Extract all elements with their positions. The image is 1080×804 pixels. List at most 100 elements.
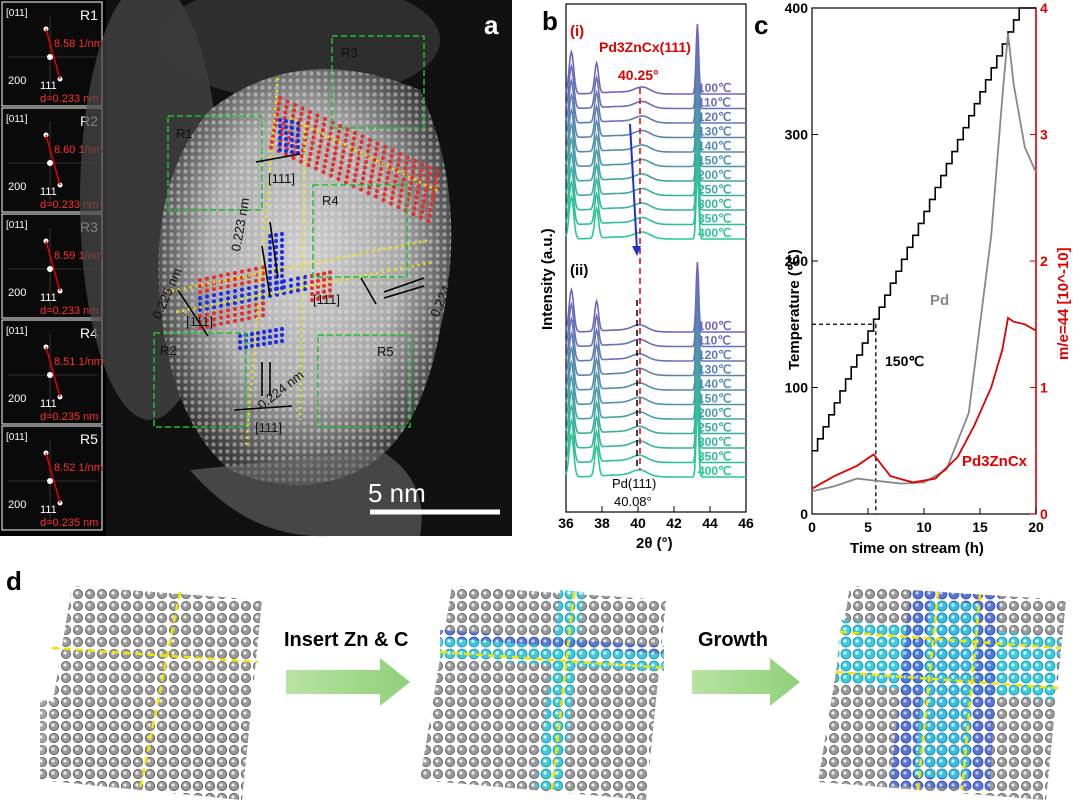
atom-dot bbox=[279, 261, 285, 267]
temp-label: 150℃ bbox=[698, 154, 732, 168]
panel-label-c: c bbox=[754, 10, 768, 40]
atom-dot bbox=[225, 302, 231, 307]
atom-dot bbox=[413, 200, 418, 206]
x-axis-label: 2θ (°) bbox=[636, 535, 673, 552]
atom-dot bbox=[321, 122, 327, 127]
atom-dot bbox=[239, 293, 245, 298]
atom-dot bbox=[337, 123, 343, 129]
atom-dot bbox=[395, 162, 401, 168]
temp-label: 100℃ bbox=[698, 319, 732, 333]
atom-dot bbox=[211, 293, 217, 298]
atom-dot bbox=[280, 126, 285, 132]
atom-dot bbox=[204, 288, 210, 293]
region-boxes bbox=[153, 35, 425, 428]
x-tick-label: 10 bbox=[916, 519, 932, 535]
atom-dot bbox=[211, 305, 217, 310]
atom-dot bbox=[372, 157, 377, 163]
xrd-curve bbox=[565, 125, 746, 197]
atom-dot bbox=[428, 207, 433, 213]
panel-label-a: a bbox=[484, 10, 499, 40]
x-tick-label: 5 bbox=[864, 519, 872, 535]
atom-dot bbox=[284, 104, 289, 110]
atom-dot bbox=[313, 124, 318, 129]
temp-label: 140℃ bbox=[698, 377, 732, 391]
atom-dot bbox=[376, 177, 382, 183]
atom-dot bbox=[218, 285, 224, 290]
atom-dot bbox=[302, 280, 308, 286]
atom-dot bbox=[239, 311, 245, 316]
atom-dot bbox=[425, 176, 431, 182]
atom-dot bbox=[318, 138, 324, 144]
atom-dot bbox=[421, 198, 427, 204]
atom-dot bbox=[292, 102, 298, 108]
atom-dot bbox=[267, 269, 273, 275]
xrd-curve bbox=[565, 392, 746, 464]
atom-dot bbox=[246, 286, 252, 291]
atom-dot bbox=[197, 295, 203, 301]
atom-dot bbox=[338, 165, 343, 171]
atom-dot bbox=[411, 211, 416, 217]
atom-dot bbox=[197, 313, 203, 319]
atom-dot bbox=[349, 147, 355, 152]
atom-dot bbox=[260, 265, 266, 270]
atom-dot bbox=[309, 279, 315, 285]
atom-dot bbox=[352, 130, 358, 136]
atom-dot bbox=[373, 152, 378, 157]
atom-dot bbox=[309, 285, 315, 291]
fft-region-label: R1 bbox=[80, 7, 98, 23]
panel-label-d: d bbox=[6, 566, 22, 596]
atom-dot bbox=[366, 190, 371, 196]
atom-dot bbox=[225, 308, 231, 313]
xrd-curve bbox=[565, 276, 746, 348]
atom-dot bbox=[418, 215, 424, 220]
atom-dot bbox=[426, 218, 431, 224]
fft-d-spacing: d=0.235 nm bbox=[40, 411, 98, 423]
atom-dot bbox=[315, 290, 321, 295]
atom-dot bbox=[279, 273, 285, 279]
atom-dot bbox=[225, 296, 231, 301]
atom-dot bbox=[360, 176, 366, 181]
xrd-curve bbox=[565, 139, 746, 211]
y-right-tick-label: 1 bbox=[1040, 380, 1048, 396]
x-axis-label-c: Time on stream (h) bbox=[850, 540, 984, 557]
atom-dot bbox=[237, 345, 243, 351]
y-left-tick-label: 300 bbox=[785, 127, 809, 143]
atom-dot bbox=[283, 110, 288, 115]
temp-label: 110℃ bbox=[698, 96, 731, 110]
atom-dot bbox=[277, 117, 283, 123]
atom-dot bbox=[276, 101, 282, 106]
atom-dot bbox=[367, 185, 372, 190]
atom-dot bbox=[398, 193, 403, 199]
atom-dot bbox=[295, 282, 301, 287]
atom-dot bbox=[360, 134, 365, 139]
atom-dot bbox=[339, 160, 344, 165]
atom-dot bbox=[273, 244, 279, 250]
pd-angle: 40.08° bbox=[614, 494, 652, 509]
chart-frame bbox=[811, 7, 1037, 515]
atom-dot bbox=[354, 167, 359, 172]
fft-spot-111: 111 bbox=[40, 186, 57, 198]
atom-dot bbox=[239, 287, 245, 292]
temperature-line bbox=[812, 7, 1036, 452]
atom-dot bbox=[399, 188, 404, 193]
fft-d-spacing: d=0.233 nm bbox=[40, 305, 98, 317]
panel-d: d Insert Zn & C Growth bbox=[6, 566, 1066, 800]
atom-dot bbox=[277, 123, 283, 129]
panel-b-frame bbox=[565, 3, 747, 513]
atom-dot bbox=[283, 124, 289, 130]
atom-dot bbox=[204, 312, 210, 317]
label-ii: (ii) bbox=[570, 262, 588, 279]
temp-label: 350℃ bbox=[698, 212, 732, 226]
atom-dot bbox=[277, 141, 283, 147]
y-left-tick-label: 0 bbox=[800, 506, 808, 522]
atom-dot bbox=[260, 295, 266, 300]
atom-dot bbox=[315, 296, 321, 301]
atom-dot bbox=[324, 153, 329, 158]
xrd-curve bbox=[565, 377, 746, 449]
atom-dot bbox=[358, 187, 364, 192]
atom-dot bbox=[273, 280, 279, 286]
x-tick-label: 42 bbox=[666, 515, 682, 531]
